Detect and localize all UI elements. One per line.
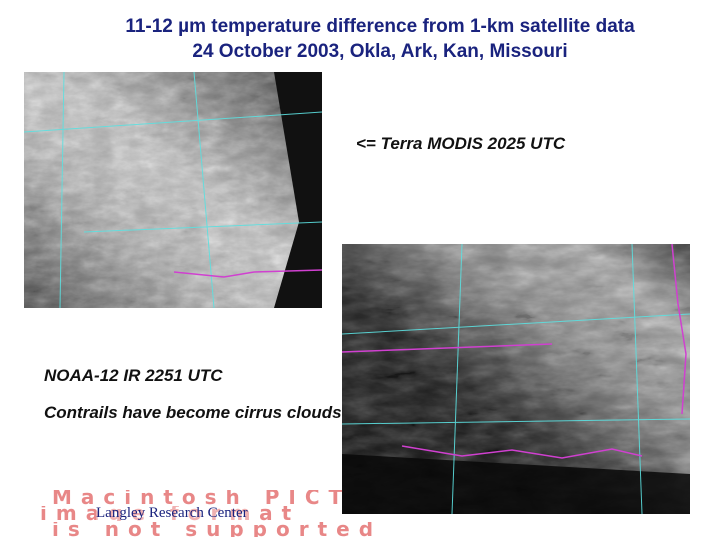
pict-notice-line-2: image format	[40, 506, 301, 521]
slide-title: 11-12 µm temperature difference from 1-k…	[0, 14, 720, 64]
pict-notice-line-3: is not supported	[52, 522, 383, 537]
langley-brand-text: Langley Research Center	[96, 505, 248, 522]
title-line-1: 11-12 µm temperature difference from 1-k…	[125, 16, 635, 37]
pict-unsupported-placeholder: Macintosh PICT image format is not suppo…	[40, 490, 700, 537]
noaa-caption: NOAA-12 IR 2251 UTC	[44, 366, 223, 385]
title-line-2: 24 October 2003, Okla, Ark, Kan, Missour…	[192, 41, 568, 62]
noaa12-ir-satellite-image	[342, 244, 690, 514]
noaa-image-svg	[342, 244, 690, 514]
terra-modis-satellite-image	[24, 72, 322, 308]
terra-image-svg	[24, 72, 322, 308]
terra-caption: <= Terra MODIS 2025 UTC	[356, 134, 566, 153]
pict-notice-line-1: Macintosh PICT	[52, 490, 352, 505]
cirrus-note: Contrails have become cirrus clouds	[44, 403, 342, 422]
